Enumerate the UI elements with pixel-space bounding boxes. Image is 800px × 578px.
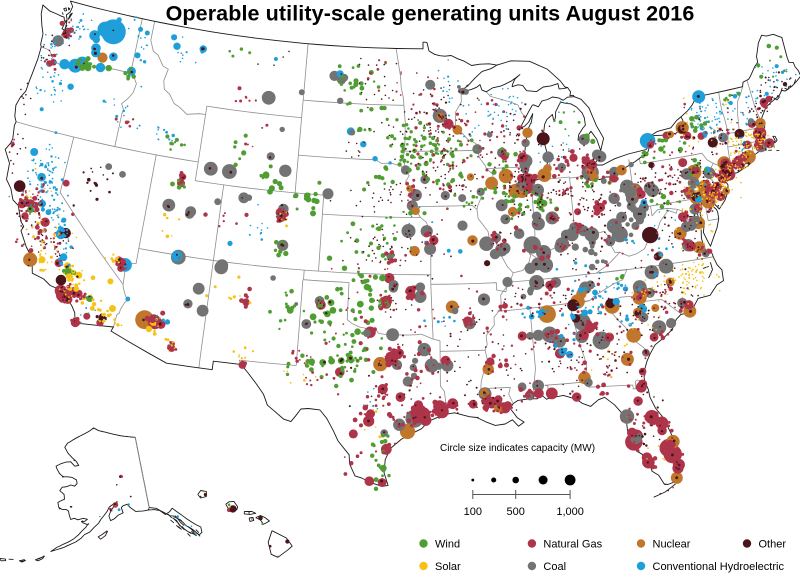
svg-text:Coal: Coal <box>543 561 566 573</box>
svg-text:Nuclear: Nuclear <box>653 539 691 551</box>
svg-text:1,000: 1,000 <box>556 506 584 518</box>
svg-text:Other: Other <box>759 539 787 551</box>
svg-text:Conventional Hydroelectric: Conventional Hydroelectric <box>653 561 785 573</box>
svg-text:100: 100 <box>464 506 482 518</box>
svg-text:Operable utility-scale generat: Operable utility-scale generating units … <box>166 2 695 26</box>
svg-text:Natural Gas: Natural Gas <box>543 539 602 551</box>
svg-text:500: 500 <box>507 506 525 518</box>
svg-text:Solar: Solar <box>435 561 461 573</box>
svg-text:Circle size indicates capacity: Circle size indicates capacity (MW) <box>440 443 595 454</box>
svg-text:Wind: Wind <box>435 539 460 551</box>
